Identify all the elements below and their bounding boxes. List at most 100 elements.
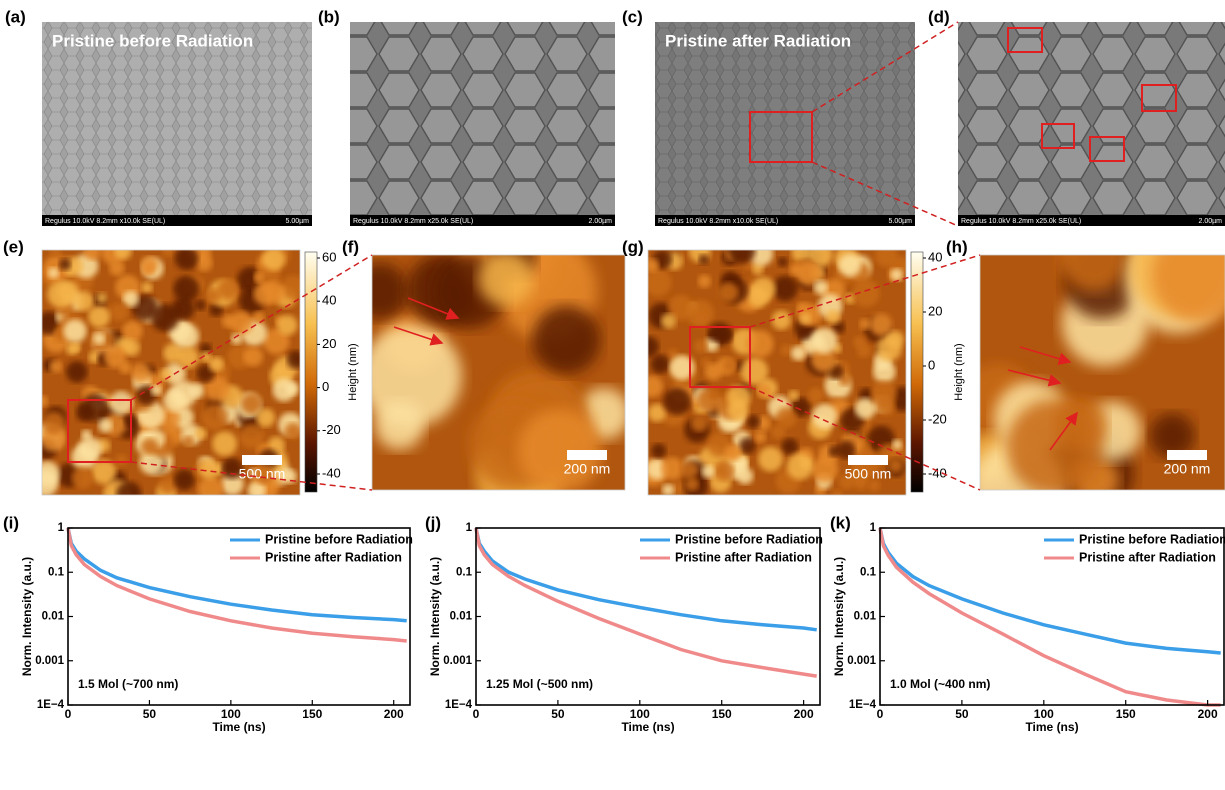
- afm-grain: [648, 258, 660, 273]
- sem-footer: Regulus 10.0kV 8.2mm x10.0k SE(UL): [45, 218, 165, 225]
- sem-shade: [42, 22, 312, 226]
- x-tick-label: 150: [712, 707, 732, 721]
- series-line: [66, 527, 407, 643]
- y-tick-label: 0.001: [443, 655, 472, 667]
- sem-shade: [350, 22, 615, 226]
- afm-grain: [828, 445, 841, 458]
- colorbar-tick-label: 20: [928, 303, 942, 318]
- afm-grain: [663, 387, 691, 416]
- x-axis-label: Time (ns): [1025, 720, 1078, 734]
- plot-frame: [879, 527, 1225, 706]
- afm-grain: [651, 443, 667, 459]
- colorbar-label: Height (nm): [953, 343, 965, 400]
- afm-grain: [141, 281, 153, 294]
- afm-grain: [162, 250, 175, 257]
- afm-grain: [693, 310, 707, 324]
- afm-grain: [701, 465, 715, 479]
- afm-grain: [247, 481, 266, 495]
- afm-grain: [42, 411, 65, 435]
- series-line: [66, 527, 407, 623]
- afm-grain: [254, 464, 274, 485]
- afm-grain: [713, 460, 735, 482]
- panel-label: (b): [318, 7, 340, 26]
- afm-grain: [253, 283, 276, 306]
- afm-grain: [252, 311, 265, 324]
- afm-grain: [221, 472, 244, 495]
- highlight-box: [67, 399, 132, 463]
- annotation: 1.25 Mol (~500 nm): [486, 677, 593, 691]
- afm-grain: [532, 305, 601, 374]
- afm-grain: [876, 335, 902, 362]
- x-tick-label: 50: [143, 707, 157, 721]
- scale-bar: [242, 455, 282, 465]
- y-tick-label: 1E−4: [849, 699, 877, 711]
- panel-label: (e): [3, 237, 24, 256]
- afm-grain: [150, 384, 162, 396]
- x-tick-label: 200: [794, 707, 814, 721]
- afm-grain: [892, 439, 903, 450]
- afm-frame: [979, 254, 1225, 491]
- afm-grain: [131, 362, 151, 383]
- afm-grain: [163, 388, 187, 413]
- colorbar-tick-label: -40: [928, 465, 947, 480]
- afm-grain: [661, 483, 675, 495]
- afm-grain: [199, 343, 212, 355]
- sem-footer-bar: [350, 215, 615, 226]
- annotation: 1.5 Mol (~700 nm): [78, 677, 178, 691]
- afm-grain: [77, 436, 102, 461]
- y-axis-label: Norm. Intensity (a.u.): [832, 557, 846, 676]
- sem-caption: Pristine after Radiation: [665, 31, 851, 50]
- x-tick-label: 200: [1198, 707, 1218, 721]
- afm-grain: [1149, 413, 1195, 459]
- afm-grain: [790, 345, 806, 361]
- panel-label: (i): [3, 513, 19, 532]
- scale-bar: [1167, 450, 1207, 460]
- afm-grain: [771, 424, 786, 439]
- afm-grain: [231, 333, 243, 345]
- afm-grain: [811, 347, 836, 372]
- afm-grain: [212, 431, 238, 457]
- afm-grain: [229, 311, 253, 335]
- afm-grain: [372, 325, 462, 428]
- afm-grain: [478, 255, 534, 307]
- afm-grain: [698, 254, 709, 265]
- panel-label: (c): [622, 7, 643, 26]
- afm-grain: [875, 250, 898, 268]
- afm-grain: [208, 356, 224, 372]
- afm-grain: [648, 269, 672, 297]
- zoom-line: [811, 21, 959, 113]
- afm-grain: [1151, 255, 1225, 323]
- scale-label: 500 nm: [845, 466, 892, 482]
- afm-grain: [871, 381, 897, 407]
- afm-grain: [122, 290, 140, 308]
- afm-grain: [42, 395, 49, 407]
- afm-grain: [197, 476, 224, 495]
- afm-grain: [838, 253, 862, 277]
- highlight-box: [689, 326, 751, 388]
- afm-grain: [650, 354, 670, 374]
- afm-grain: [854, 398, 876, 419]
- afm-grain: [660, 313, 677, 329]
- afm-grain: [648, 375, 663, 398]
- afm-grain: [777, 257, 788, 268]
- afm-grain: [661, 457, 684, 480]
- afm-grain: [109, 302, 129, 322]
- afm-grain: [1006, 399, 1103, 490]
- sem-scale: 2.00µm: [1199, 218, 1223, 225]
- afm-grain: [205, 288, 221, 304]
- scale-label: 500 nm: [239, 466, 286, 482]
- sem-footer-bar: [42, 215, 312, 226]
- afm-frame: [647, 249, 907, 496]
- y-axis-label: Norm. Intensity (a.u.): [20, 557, 34, 676]
- afm-grain: [142, 263, 155, 276]
- afm-grain: [718, 282, 739, 303]
- afm-grain: [837, 440, 856, 459]
- afm-grain: [209, 302, 223, 317]
- afm-grain: [791, 250, 812, 263]
- afm-frame: [371, 254, 626, 491]
- x-tick-label: 0: [877, 707, 884, 721]
- afm-grain: [263, 327, 290, 355]
- afm-grain: [239, 423, 265, 449]
- afm-grain: [813, 280, 829, 295]
- afm-grain: [243, 346, 264, 367]
